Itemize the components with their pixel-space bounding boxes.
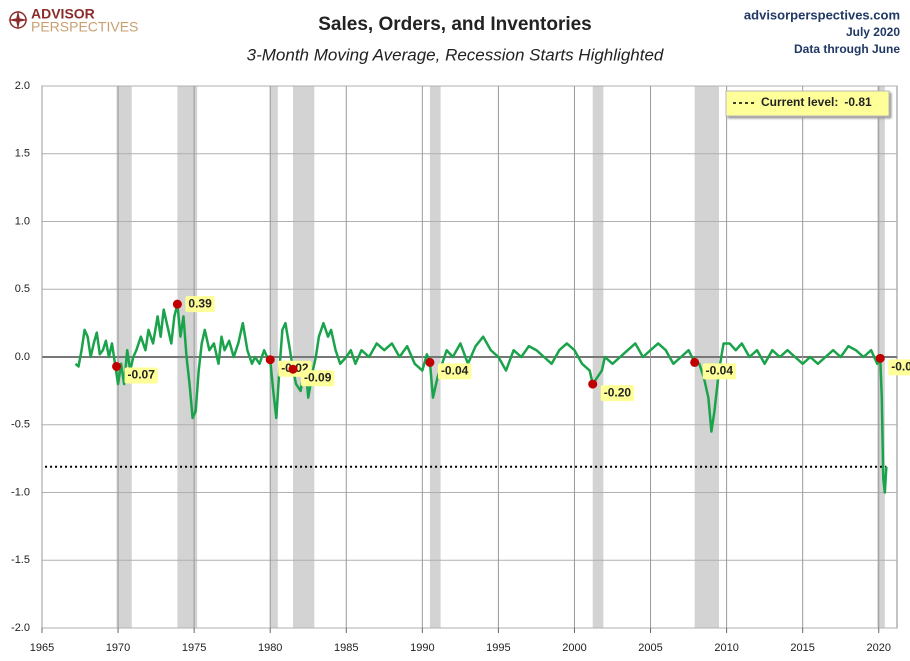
annotation-box: [185, 296, 215, 313]
y-tick-label: -1.5: [11, 554, 30, 566]
legend-value: -0.81: [844, 95, 872, 109]
x-tick-label: 1965: [30, 642, 54, 654]
recession-start-marker: [265, 355, 275, 365]
date: July 2020: [846, 25, 900, 39]
recession-start-marker: [690, 357, 700, 367]
y-tick-label: 1.5: [15, 148, 30, 160]
x-tick-label: 1995: [486, 642, 510, 654]
annotation-box: [124, 367, 158, 384]
annotation-label: -0.04: [441, 364, 469, 378]
annotation: -0.20: [600, 385, 635, 402]
x-tick-label: 2015: [790, 642, 814, 654]
legend: Current level: -0.81: [725, 90, 890, 117]
y-tick-label: 2.0: [15, 80, 30, 92]
annotation-box: [888, 359, 910, 376]
x-tick-label: 1980: [258, 642, 282, 654]
x-tick-label: 1970: [106, 642, 130, 654]
recession-start-marker: [288, 364, 298, 374]
y-tick-label: 0.5: [15, 283, 30, 295]
annotation-label: -0.01: [891, 360, 910, 374]
annotation: -0.04: [437, 363, 472, 380]
annotation: -0.07: [124, 367, 158, 384]
x-tick-label: 1975: [182, 642, 206, 654]
annotation-label: -0.20: [604, 385, 632, 399]
annotation-box: [301, 370, 335, 387]
annotation: -0.09: [301, 370, 335, 387]
logo-icon: [8, 10, 28, 30]
y-tick-label: 0.0: [15, 351, 30, 363]
logo: ADVISOR PERSPECTIVES: [8, 6, 138, 35]
annotation-box: [600, 385, 635, 402]
annotation: 0.39: [185, 296, 215, 313]
source: advisorperspectives.com: [744, 7, 900, 22]
y-tick-label: 1.0: [15, 215, 30, 227]
x-tick-label: 2010: [714, 642, 738, 654]
recession-start-marker: [875, 353, 885, 363]
annotation-box: [437, 363, 472, 380]
recession-start-marker: [588, 379, 598, 389]
logo-text: ADVISOR: [31, 6, 95, 22]
y-tick-label: -0.5: [11, 419, 30, 431]
chart-title: Sales, Orders, and Inventories: [318, 14, 592, 35]
annotation-label: -0.04: [706, 364, 734, 378]
recession-start-marker: [112, 361, 122, 371]
chart-subtitle: 3-Month Moving Average, Recession Starts…: [247, 45, 664, 64]
x-tick-label: 2005: [638, 642, 662, 654]
x-tick-label: 1990: [410, 642, 434, 654]
logo-text: PERSPECTIVES: [31, 19, 138, 35]
note: Data through June: [794, 42, 900, 56]
x-tick-label: 2000: [562, 642, 586, 654]
annotation-label: -0.09: [304, 370, 332, 384]
x-tick-label: 2020: [867, 642, 891, 654]
legend-label: Current level:: [761, 95, 838, 109]
annotation-label: -0.07: [128, 368, 156, 382]
annotation-box: [702, 363, 737, 380]
y-tick-label: -1.0: [11, 486, 30, 498]
annotation: -0.04: [702, 363, 737, 380]
x-tick-label: 1985: [334, 642, 358, 654]
recession-start-marker: [172, 299, 182, 309]
annotation-label: 0.39: [188, 296, 212, 310]
recession-start-marker: [425, 357, 435, 367]
annotation: -0.01: [888, 359, 910, 376]
y-tick-label: -2.0: [11, 622, 30, 634]
